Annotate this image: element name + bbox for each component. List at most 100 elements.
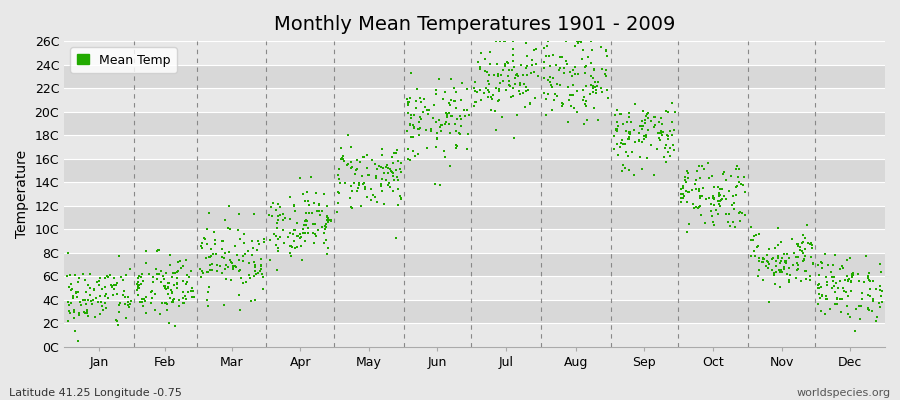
Point bbox=[744, 252, 759, 259]
Point bbox=[435, 122, 449, 128]
Point bbox=[774, 238, 788, 245]
Point bbox=[760, 259, 775, 265]
Point bbox=[842, 275, 856, 282]
Point bbox=[767, 270, 781, 276]
Point bbox=[167, 322, 182, 329]
Point bbox=[761, 261, 776, 268]
Point bbox=[626, 126, 641, 133]
Point bbox=[431, 76, 446, 83]
Point bbox=[252, 240, 266, 247]
Point bbox=[868, 317, 883, 324]
Point bbox=[826, 283, 841, 290]
Point bbox=[87, 287, 102, 293]
Point bbox=[314, 224, 328, 230]
Point bbox=[679, 174, 693, 180]
Point bbox=[307, 239, 321, 246]
Point bbox=[238, 251, 252, 258]
Point bbox=[320, 250, 334, 257]
Point bbox=[579, 83, 593, 89]
Point bbox=[578, 64, 592, 70]
Point bbox=[625, 149, 639, 156]
Point bbox=[591, 116, 606, 123]
Point bbox=[468, 88, 482, 94]
Point bbox=[357, 184, 372, 190]
Point bbox=[495, 114, 509, 120]
Point bbox=[391, 147, 405, 153]
Point bbox=[296, 226, 310, 232]
Point bbox=[513, 80, 527, 86]
Point bbox=[819, 274, 833, 280]
Point bbox=[402, 99, 417, 106]
Point bbox=[73, 299, 87, 306]
Point bbox=[486, 92, 500, 98]
Point bbox=[509, 71, 524, 77]
Point bbox=[713, 191, 727, 198]
Point bbox=[215, 246, 230, 252]
Point bbox=[812, 272, 826, 278]
Point bbox=[780, 250, 795, 257]
Legend: Mean Temp: Mean Temp bbox=[70, 47, 176, 73]
Point bbox=[158, 285, 173, 292]
Point bbox=[110, 318, 124, 324]
Point bbox=[335, 156, 349, 162]
Point bbox=[779, 258, 794, 264]
Point bbox=[833, 296, 848, 302]
Point bbox=[391, 157, 405, 164]
Point bbox=[391, 202, 405, 208]
Point bbox=[77, 277, 92, 284]
Point bbox=[364, 197, 378, 204]
Point bbox=[634, 166, 649, 172]
Point bbox=[587, 67, 601, 73]
Point bbox=[498, 60, 512, 67]
Point bbox=[861, 305, 876, 311]
Point bbox=[501, 67, 516, 73]
Point bbox=[750, 244, 764, 250]
Point bbox=[852, 316, 867, 322]
Point bbox=[506, 85, 520, 92]
Point bbox=[666, 142, 680, 148]
Point bbox=[641, 110, 655, 116]
Point bbox=[618, 128, 633, 134]
Point bbox=[301, 230, 315, 236]
Point bbox=[547, 96, 562, 103]
Point bbox=[460, 86, 474, 92]
Point bbox=[634, 154, 648, 160]
Point bbox=[110, 280, 124, 286]
Point bbox=[460, 146, 474, 153]
Point bbox=[94, 274, 108, 281]
Point bbox=[570, 109, 584, 116]
Point bbox=[68, 272, 83, 278]
Point bbox=[277, 240, 292, 246]
Point bbox=[344, 159, 358, 165]
Point bbox=[482, 72, 496, 78]
Point bbox=[165, 290, 179, 296]
Point bbox=[174, 264, 188, 271]
Point bbox=[830, 296, 844, 302]
Point bbox=[544, 82, 558, 88]
Point bbox=[401, 110, 416, 116]
Point bbox=[482, 72, 497, 78]
Point bbox=[449, 89, 464, 95]
Point bbox=[284, 253, 298, 259]
Point bbox=[130, 281, 145, 287]
Point bbox=[283, 194, 297, 200]
Point bbox=[72, 310, 86, 316]
Point bbox=[202, 262, 217, 268]
Point bbox=[566, 91, 580, 98]
Point bbox=[584, 82, 598, 88]
Point bbox=[203, 254, 218, 260]
Point bbox=[234, 275, 248, 281]
Point bbox=[434, 128, 448, 134]
Point bbox=[424, 126, 438, 132]
Point bbox=[748, 253, 762, 259]
Point bbox=[215, 238, 230, 244]
Point bbox=[158, 284, 172, 291]
Point bbox=[237, 231, 251, 238]
Bar bbox=[64, 112, 885, 135]
Point bbox=[302, 225, 316, 231]
Point bbox=[171, 259, 185, 265]
Point bbox=[814, 258, 829, 265]
Point bbox=[269, 220, 284, 226]
Point bbox=[586, 83, 600, 90]
Point bbox=[545, 74, 560, 81]
